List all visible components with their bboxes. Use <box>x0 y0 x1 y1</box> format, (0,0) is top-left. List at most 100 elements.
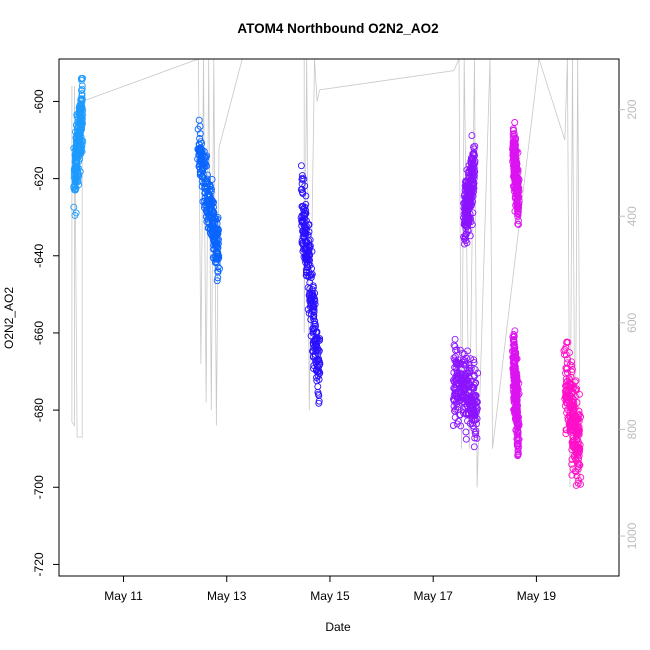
data-point <box>471 410 479 418</box>
data-point <box>307 332 315 340</box>
data-point <box>568 381 576 389</box>
y-tick-label: -660 <box>32 321 46 345</box>
data-point <box>451 342 459 350</box>
data-point <box>210 255 218 263</box>
data-point <box>510 130 518 138</box>
data-point <box>577 480 584 488</box>
data-point <box>70 203 78 211</box>
y-tick-label: -720 <box>32 552 46 576</box>
data-point <box>76 115 84 123</box>
data-point <box>571 442 579 450</box>
data-point <box>457 394 465 402</box>
data-point <box>467 191 474 199</box>
data-point <box>314 368 322 376</box>
series-5 <box>508 119 523 460</box>
data-point <box>206 200 214 208</box>
y-tick-label: -620 <box>32 166 46 190</box>
data-point <box>470 393 478 401</box>
y-tick-label: -600 <box>32 89 46 113</box>
data-point <box>574 411 582 419</box>
data-point <box>74 178 82 186</box>
data-point <box>454 374 462 382</box>
data-point <box>316 358 323 366</box>
data-point <box>513 188 521 196</box>
data-point <box>513 430 521 438</box>
data-point <box>197 148 205 156</box>
data-point <box>463 183 471 191</box>
data-point <box>307 302 315 310</box>
data-point <box>214 250 222 258</box>
data-point <box>562 369 569 377</box>
data-point <box>470 150 478 158</box>
data-point <box>75 181 83 189</box>
grey-trace-layer <box>71 58 581 488</box>
data-point <box>77 101 85 109</box>
x-tick-label: May 11 <box>104 589 143 603</box>
data-point <box>511 370 519 378</box>
data-point <box>73 164 81 172</box>
chart-title: ATOM4 Northbound O2N2_AO2 <box>237 21 438 36</box>
data-point <box>511 327 519 335</box>
data-point <box>314 383 322 391</box>
data-point <box>464 227 472 235</box>
data-point <box>513 413 521 421</box>
data-point <box>302 200 310 208</box>
data-point <box>472 427 480 435</box>
data-point <box>512 426 520 433</box>
data-point <box>71 186 79 194</box>
data-point <box>194 155 202 163</box>
data-point <box>299 190 307 197</box>
data-point <box>511 373 519 381</box>
data-point <box>511 167 519 174</box>
data-point <box>298 237 306 245</box>
data-point <box>451 407 458 415</box>
data-point <box>515 221 522 228</box>
data-point <box>315 397 323 405</box>
data-point <box>576 390 583 398</box>
y-axis-left: -600 -620 -640 -660 -680 -700 -720 <box>32 89 59 576</box>
data-point <box>206 185 214 193</box>
data-point <box>298 185 306 193</box>
data-point <box>305 241 313 249</box>
data-point <box>462 428 470 436</box>
data-point <box>71 166 79 174</box>
data-point <box>203 218 211 226</box>
data-point <box>76 107 84 115</box>
data-point <box>308 270 316 278</box>
data-point <box>303 255 310 263</box>
data-point <box>509 354 517 361</box>
data-point <box>468 132 476 140</box>
data-point <box>459 374 467 382</box>
data-point <box>305 228 313 236</box>
data-point <box>460 383 468 391</box>
data-point <box>469 396 477 403</box>
data-point <box>310 320 318 328</box>
data-point <box>314 372 322 380</box>
data-point <box>459 384 467 392</box>
data-point <box>564 397 572 405</box>
data-point <box>511 375 519 383</box>
data-point <box>514 449 522 457</box>
data-point <box>196 130 204 138</box>
data-point <box>568 389 576 397</box>
data-point <box>466 420 474 427</box>
data-point <box>298 212 306 220</box>
data-point <box>567 373 575 381</box>
data-point <box>466 232 474 240</box>
data-point <box>462 435 470 443</box>
data-point <box>313 335 321 343</box>
data-point <box>563 365 571 373</box>
data-point <box>315 355 323 363</box>
data-point <box>454 394 462 401</box>
x-tick-label: May 15 <box>310 589 350 603</box>
data-point <box>566 428 574 435</box>
data-point <box>466 191 474 199</box>
data-point <box>573 472 581 480</box>
data-point <box>457 422 465 430</box>
data-point <box>204 171 211 179</box>
data-point <box>462 217 470 225</box>
data-point <box>208 175 216 183</box>
data-point <box>515 217 522 225</box>
data-point <box>514 440 522 448</box>
data-point <box>72 209 80 217</box>
